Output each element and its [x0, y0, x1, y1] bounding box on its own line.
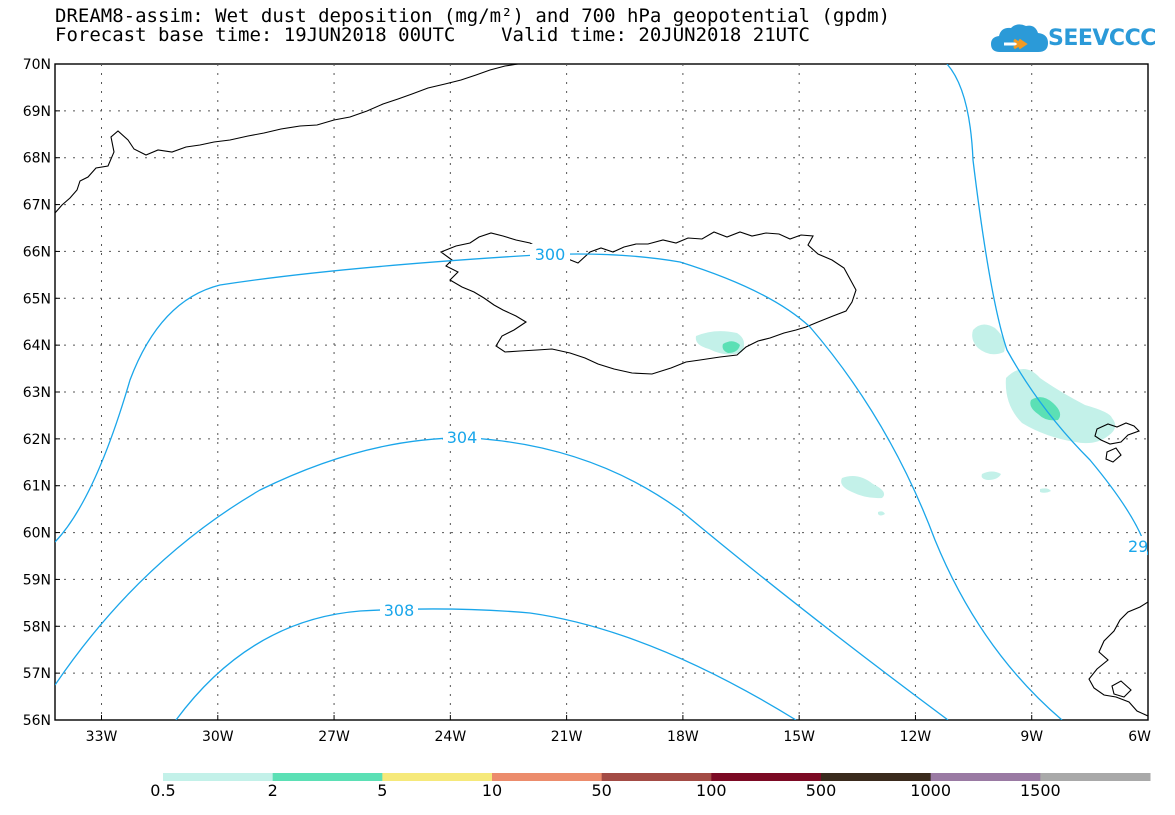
- dust-patch-faroe: [1005, 369, 1116, 444]
- lat-label: 60N: [23, 526, 51, 542]
- latitude-labels: 70N 69N 68N 67N 66N 65N 64N 63N 62N 61N 60N 59N 58N 5…: [23, 57, 51, 729]
- dust-patch-small-a: [841, 476, 885, 499]
- lat-label: 67N: [23, 198, 51, 214]
- contour-labels: 300 304 308 29: [380, 244, 1148, 620]
- lon-label: 12W: [900, 729, 932, 745]
- contour-label-296: 29: [1128, 537, 1148, 556]
- legend-label: 1000: [910, 781, 952, 800]
- faroe-islet: [1105, 447, 1122, 463]
- cloud-icon: [991, 24, 1048, 52]
- lat-label: 58N: [23, 619, 51, 635]
- contour-label-300: 300: [535, 245, 566, 264]
- dust-deposition-shading: [695, 324, 1116, 516]
- dust-patch-small-b: [981, 471, 1001, 480]
- hebrides-coast: [1111, 680, 1132, 698]
- logo-text: SEEVCCC: [1048, 26, 1156, 51]
- lon-label: 21W: [551, 729, 583, 745]
- legend-label: 500: [805, 781, 837, 800]
- contour-300: [55, 253, 1063, 720]
- lat-label: 69N: [23, 104, 51, 120]
- lat-label: 68N: [23, 151, 51, 167]
- lon-label: 33W: [86, 729, 118, 745]
- legend-label: 100: [696, 781, 727, 800]
- lon-label: 6W: [1128, 729, 1151, 745]
- scotland-coast: [1088, 601, 1148, 717]
- axis-ticks: [55, 63, 1149, 721]
- lon-label: 15W: [783, 729, 815, 745]
- lat-label: 64N: [23, 338, 51, 354]
- contour-308: [175, 608, 797, 720]
- legend-label: 10: [481, 781, 503, 800]
- faroe-coast: [1094, 422, 1140, 445]
- lat-label: 66N: [23, 244, 51, 260]
- contour-296: [946, 64, 1148, 556]
- gridlines: [55, 64, 1148, 720]
- legend-label: 0.5: [150, 781, 176, 800]
- contour-label-308: 308: [384, 601, 415, 620]
- lat-label: 57N: [23, 666, 51, 682]
- legend-label: 50: [591, 781, 612, 800]
- lon-label: 9W: [1020, 729, 1043, 745]
- map-title: DREAM8-assim: Wet dust deposition (mg/m²…: [55, 5, 891, 27]
- longitude-labels: 33W 30W 27W 24W 21W 18W 15W 12W 9W 6W: [86, 729, 1151, 745]
- lon-label: 18W: [667, 729, 699, 745]
- dust-patch-faroe-north: [972, 324, 1005, 355]
- lat-label: 56N: [23, 713, 51, 729]
- forecast-time-line: Forecast base time: 19JUN2018 00UTC Vali…: [55, 24, 810, 46]
- lat-label: 62N: [23, 432, 51, 448]
- dust-patch-small-d: [878, 511, 885, 516]
- dust-patch-small-c: [1040, 488, 1051, 493]
- legend-label: 5: [377, 781, 388, 800]
- contour-label-304: 304: [447, 428, 478, 447]
- coastlines: [55, 64, 1148, 717]
- lat-label: 65N: [23, 291, 51, 307]
- lat-label: 70N: [23, 57, 51, 73]
- greenland-coast: [55, 64, 519, 214]
- lat-label: 59N: [23, 572, 51, 588]
- lon-label: 30W: [202, 729, 234, 745]
- lat-label: 63N: [23, 385, 51, 401]
- seevccc-logo: SEEVCCC: [990, 22, 1156, 56]
- lat-label: 61N: [23, 479, 51, 495]
- dust-patch-iceland-core: [722, 341, 740, 353]
- lon-label: 24W: [435, 729, 467, 745]
- legend-label: 1500: [1019, 781, 1061, 800]
- legend-label: 2: [267, 781, 278, 800]
- lon-label: 27W: [318, 729, 350, 745]
